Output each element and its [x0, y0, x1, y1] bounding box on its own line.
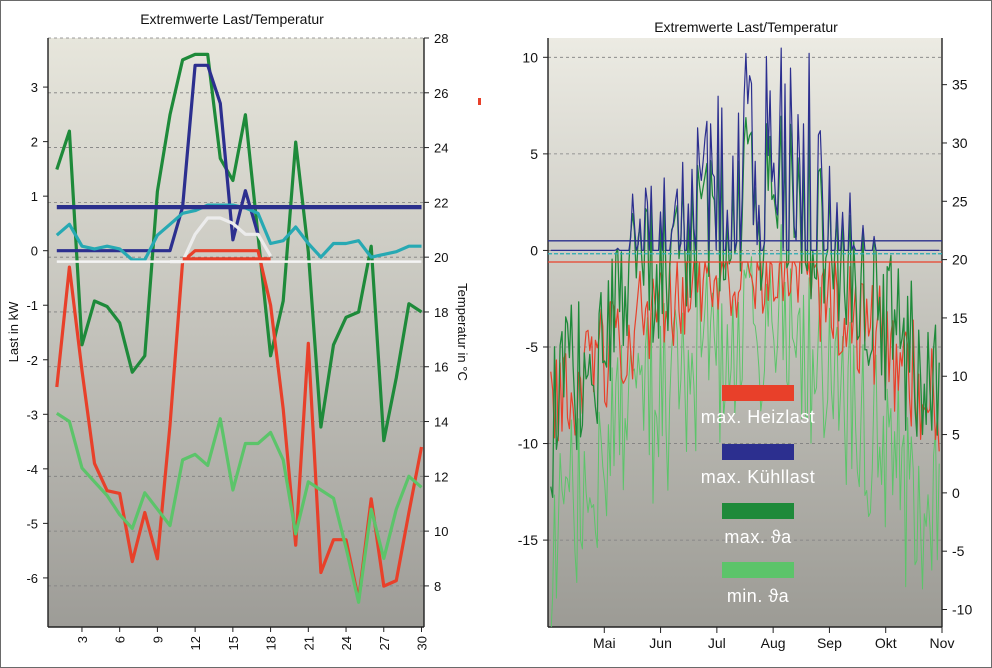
- y-tick-label: 10: [522, 49, 538, 65]
- x-tick-label: Jul: [708, 635, 726, 651]
- series-line-max_theta: [55, 52, 423, 443]
- y2-tick-label: 20: [952, 252, 968, 268]
- y2-tick-label: 20: [434, 250, 448, 265]
- y2-tick-label: -5: [952, 543, 965, 559]
- y2-tick-label: 15: [952, 310, 968, 326]
- chart-title-right: Extremwerte Last/Temperatur: [654, 19, 838, 35]
- y2-tick-label: 10: [434, 524, 448, 539]
- legend-swatch-kuehllast: [722, 444, 794, 460]
- x-tick-label: 24: [339, 636, 354, 650]
- y-tick-label: 1: [31, 189, 38, 204]
- series-line-min_theta: [55, 411, 423, 604]
- y-tick-label: -4: [26, 462, 38, 477]
- y2-tick-label: 8: [434, 579, 441, 594]
- y-tick-label: -1: [26, 298, 38, 313]
- plot-area-left: [48, 38, 424, 627]
- y2-tick-label: 35: [952, 77, 968, 93]
- y2-tick-label: 22: [434, 195, 448, 210]
- x-tick-label: 12: [188, 636, 203, 650]
- y-tick-label: -3: [26, 407, 38, 422]
- x-tick-label: Aug: [761, 635, 786, 651]
- y2-tick-label: 12: [434, 469, 448, 484]
- y2-tick-label: 25: [952, 193, 968, 209]
- y-tick-label: -2: [26, 353, 38, 368]
- y2-tick-label: 10: [952, 368, 968, 384]
- y2-tick-label: 26: [434, 86, 448, 101]
- x-tick-label: 9: [150, 636, 165, 643]
- series-line-pale: [170, 216, 272, 264]
- y2-tick-label: 18: [434, 305, 448, 320]
- y2-tick-label: 30: [952, 135, 968, 151]
- y2-tick-label: 14: [434, 415, 448, 430]
- legend-swatch-heizlast: [722, 385, 794, 401]
- x-tick-label: Mai: [593, 635, 616, 651]
- y-tick-label: -5: [26, 516, 38, 531]
- red-mark: [478, 98, 481, 105]
- series-line-kuehllast: [550, 47, 940, 251]
- y-tick-label: -5: [526, 339, 539, 355]
- x-tick-label: 3: [75, 636, 90, 643]
- y-tick-label: 3: [31, 80, 38, 95]
- y-tick-label: 5: [530, 146, 538, 162]
- legend: max. Heizlast max. Kühllast max. ϑa min.…: [701, 385, 816, 606]
- legend-label-heizlast: max. Heizlast: [701, 407, 816, 427]
- x-tick-label: 21: [301, 636, 316, 650]
- x-tick-label: Sep: [817, 635, 842, 651]
- x-tick-label: 6: [113, 636, 128, 643]
- y2-tick-label: 28: [434, 31, 448, 46]
- y2-tick-label: 5: [952, 427, 960, 443]
- y2-axis-label-left: Temperatur in °C: [455, 283, 470, 381]
- y-tick-label: 2: [31, 135, 38, 150]
- y-tick-label: 0: [530, 242, 538, 258]
- x-tick-label: 30: [414, 636, 429, 650]
- y-tick-label: -6: [26, 571, 38, 586]
- x-tick-label: Okt: [875, 635, 897, 651]
- y-tick-label: -10: [518, 436, 538, 452]
- y2-tick-label: 16: [434, 360, 448, 375]
- x-tick-label: 15: [226, 636, 241, 650]
- legend-label-min-theta: min. ϑa: [727, 586, 790, 606]
- legend-swatch-min-theta: [722, 562, 794, 578]
- chart-title-left: Extremwerte Last/Temperatur: [140, 11, 324, 27]
- legend-label-kuehllast: max. Kühllast: [701, 467, 816, 487]
- y-axis-label-left: Last in kW: [6, 301, 21, 362]
- x-tick-label: Nov: [930, 635, 955, 651]
- y-tick-label: -15: [518, 532, 538, 548]
- x-tick-label: Jun: [649, 635, 672, 651]
- series-group-left: [55, 52, 424, 604]
- series-line-kuehllast: [56, 63, 260, 253]
- y2-tick-label: -10: [952, 602, 972, 618]
- legend-label-max-theta: max. ϑa: [724, 527, 792, 547]
- y2-tick-label: 0: [952, 485, 960, 501]
- legend-swatch-max-theta: [722, 503, 794, 519]
- y2-tick-label: 24: [434, 141, 448, 156]
- series-group-right: [548, 47, 942, 627]
- y-tick-label: 0: [31, 244, 38, 259]
- x-tick-label: 27: [377, 636, 392, 650]
- x-tick-label: 18: [264, 636, 279, 650]
